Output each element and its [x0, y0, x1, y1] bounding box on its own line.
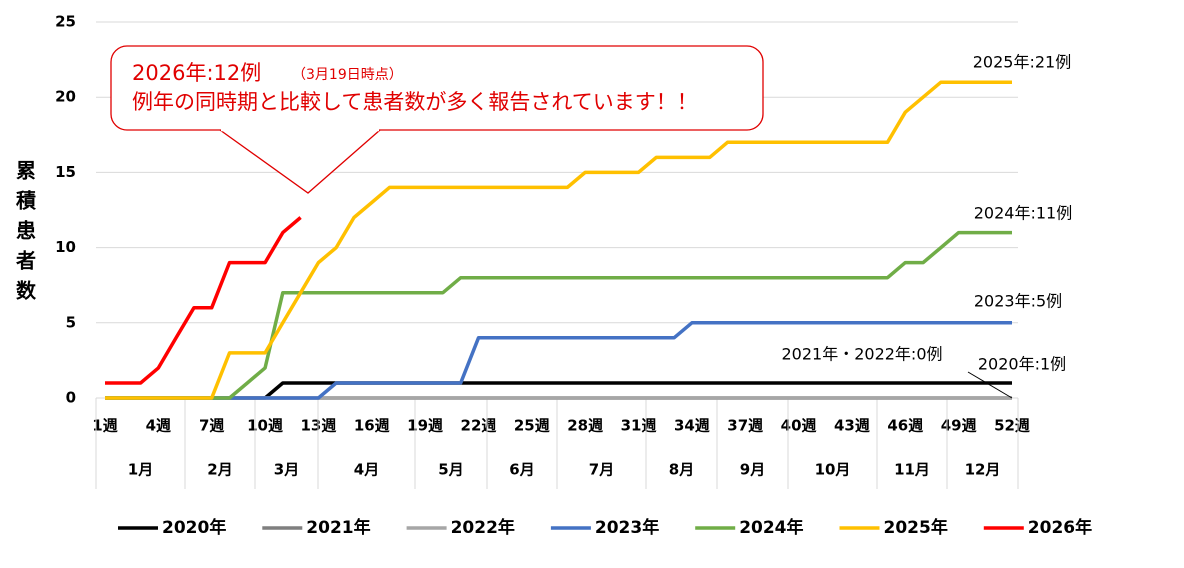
- month-label: 3月: [274, 461, 299, 479]
- month-label: 2月: [207, 461, 232, 479]
- month-label: 10月: [815, 461, 851, 479]
- x-tick-label: 19週: [407, 417, 443, 435]
- legend-label: 2025年: [884, 517, 948, 538]
- y-tick-label: 20: [55, 88, 76, 106]
- series-line: [105, 230, 1012, 400]
- legend-label: 2023年: [595, 517, 659, 538]
- x-tick-label: 16週: [354, 417, 390, 435]
- callout-note: （3月19日時点）: [292, 67, 403, 83]
- y-axis-title: 者: [15, 249, 36, 273]
- x-tick-label: 7週: [199, 417, 224, 435]
- y-tick-label: 5: [66, 313, 76, 331]
- y-tick-label: 0: [66, 389, 76, 407]
- legend-label: 2022年: [451, 517, 515, 538]
- x-tick-label: 52週: [994, 417, 1030, 435]
- legend-label: 2020年: [162, 517, 226, 538]
- month-label: 4月: [354, 461, 379, 479]
- legend-label: 2021年: [306, 517, 370, 538]
- y-tick-label: 10: [55, 238, 76, 256]
- x-tick-label: 25週: [514, 417, 550, 435]
- legend-label: 2026年: [1028, 517, 1092, 538]
- month-label: 1月: [128, 461, 153, 479]
- callout-text: 例年の同時期と比較して患者数が多く報告されています！！: [132, 90, 698, 114]
- x-tick-label: 22週: [461, 417, 497, 435]
- y-axis-title: 数: [16, 279, 37, 303]
- month-label: 12月: [965, 461, 1001, 479]
- y-tick-label: 15: [55, 163, 76, 181]
- x-tick-label: 34週: [674, 417, 710, 435]
- x-tick-label: 40週: [781, 417, 817, 435]
- y-axis-title: 累: [16, 159, 36, 183]
- leader-line: [967, 371, 1013, 399]
- series-line: [105, 216, 302, 385]
- x-tick-label: 4週: [146, 417, 171, 435]
- series-line: [105, 80, 1012, 400]
- x-tick-label: 10週: [247, 417, 283, 435]
- month-label: 11月: [894, 461, 930, 479]
- month-label: 6月: [509, 461, 534, 479]
- callout-title: 2026年:12例: [132, 61, 261, 85]
- x-tick-label: 46週: [887, 417, 923, 435]
- month-label: 8月: [669, 461, 694, 479]
- y-axis-title: 積: [16, 189, 37, 213]
- end-label: 2023年:5例: [974, 292, 1062, 311]
- legend-label: 2024年: [739, 517, 803, 538]
- end-label: 2025年:21例: [973, 53, 1071, 72]
- month-label: 7月: [589, 461, 614, 479]
- end-label: 2020年:1例: [978, 355, 1066, 374]
- callout-tail: [219, 129, 381, 194]
- month-label: 5月: [438, 461, 463, 479]
- callout-box: [110, 45, 764, 131]
- x-tick-label: 49週: [941, 417, 977, 435]
- x-tick-label: 43週: [834, 417, 870, 435]
- end-label: 2024年:11例: [974, 204, 1072, 223]
- x-tick-label: 1週: [92, 417, 117, 435]
- x-tick-label: 37週: [727, 417, 763, 435]
- y-tick-label: 25: [55, 13, 76, 31]
- series-line: [105, 321, 1012, 400]
- end-label: 2021年・2022年:0例: [781, 345, 942, 364]
- x-tick-label: 31週: [621, 417, 657, 435]
- month-label: 9月: [740, 461, 765, 479]
- y-axis-title: 患: [16, 219, 36, 243]
- x-tick-label: 28週: [567, 417, 603, 435]
